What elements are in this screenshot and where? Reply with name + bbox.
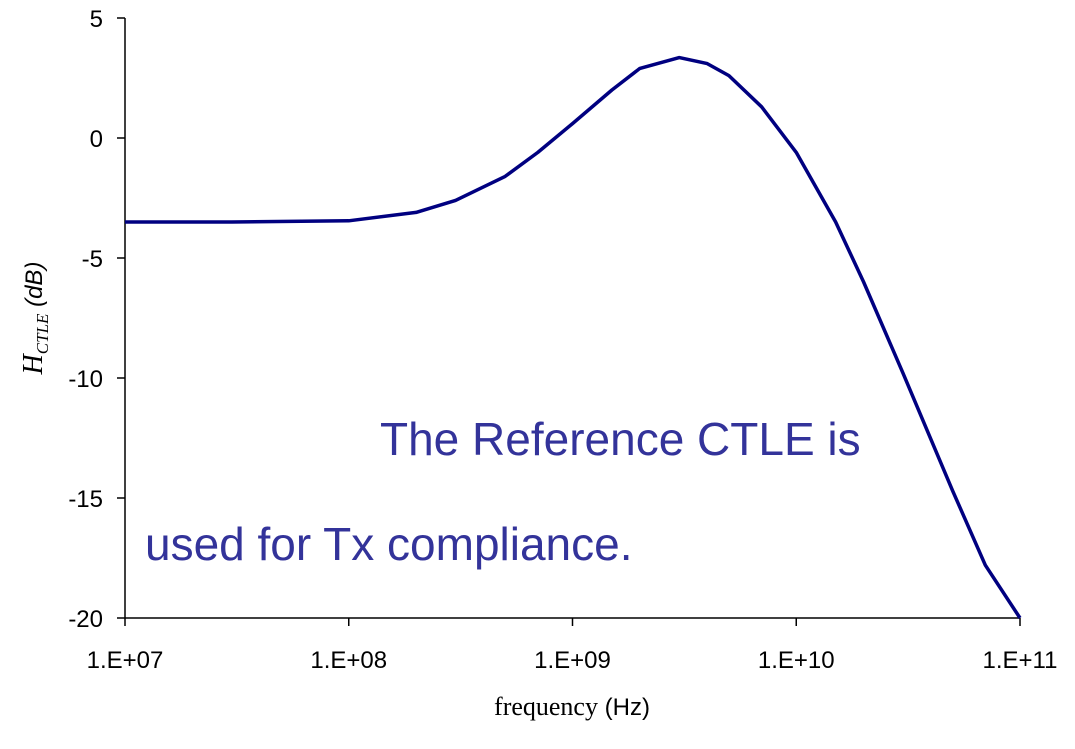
- x-tick-label: 1.E+08: [310, 647, 387, 674]
- x-tick-label: 1.E+07: [87, 647, 164, 674]
- x-label-main: frequency: [494, 692, 598, 721]
- x-axis-label: frequency (Hz): [494, 692, 650, 721]
- y-tick-label: 5: [90, 6, 103, 33]
- y-tick-label: 0: [90, 126, 103, 153]
- y-label-sub: CTLE: [33, 313, 52, 354]
- y-label-main: H: [18, 352, 49, 375]
- y-tick-label: -5: [82, 246, 103, 273]
- annotation: The Reference CTLE is: [380, 413, 861, 465]
- x-tick-label: 1.E+10: [758, 647, 835, 674]
- y-tick-label: -10: [68, 366, 103, 393]
- y-tick-label: -15: [68, 486, 103, 513]
- line-series: [125, 55, 1022, 619]
- y-tick-label: -20: [68, 606, 103, 633]
- y-axis-label: HCTLE (dB): [18, 262, 54, 376]
- x-tick-label: 1.E+09: [534, 647, 611, 674]
- annotation: used for Tx compliance.: [145, 518, 633, 570]
- y-label-unit: (dB): [21, 262, 48, 307]
- x-label-unit: (Hz): [605, 694, 650, 721]
- x-tick-label: 1.E+11: [983, 647, 1058, 674]
